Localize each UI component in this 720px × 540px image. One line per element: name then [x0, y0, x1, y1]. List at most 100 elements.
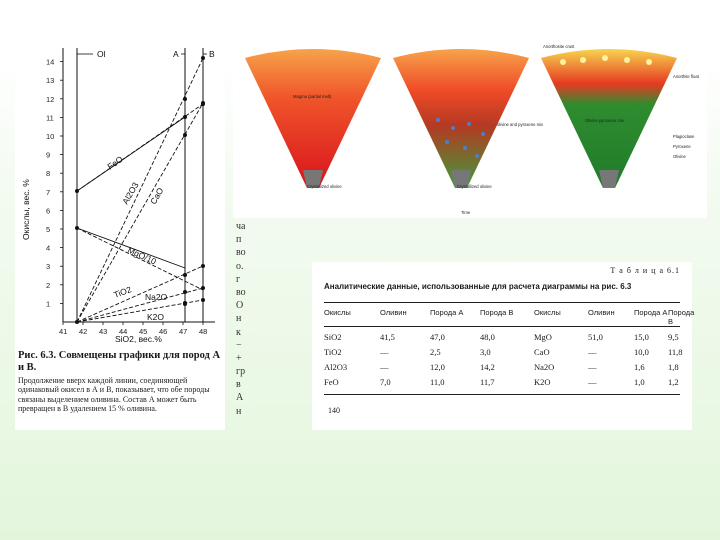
- table-top-rule: [324, 302, 680, 303]
- x-tick-label: 48: [199, 327, 207, 336]
- table-cell: 41,5: [380, 332, 395, 342]
- label-cao: CaO: [148, 186, 166, 206]
- table-cell: —: [380, 347, 389, 357]
- table-cell: 51,0: [588, 332, 603, 342]
- strip-char: н: [236, 313, 242, 325]
- cone-1: [245, 49, 381, 188]
- y-tick-label: 8: [46, 169, 50, 178]
- x-tick-label: 44: [119, 327, 127, 336]
- table-cell: 9,5: [668, 332, 679, 342]
- y-tick-label: 13: [46, 76, 54, 85]
- y-tick-label: 2: [46, 281, 50, 290]
- label-tio2: TiO2: [112, 284, 133, 300]
- legend-plag: Plagioclase: [673, 134, 695, 139]
- legend-pyrox: Pyroxene: [673, 144, 691, 149]
- table-cell: TiO2: [324, 347, 342, 357]
- time-label: Time: [461, 210, 471, 215]
- table-cell: Al2O3: [324, 362, 348, 372]
- table-header-cell: Оливин: [380, 308, 407, 317]
- table-cell: 11,7: [480, 377, 495, 387]
- table-cell: 1,2: [668, 377, 679, 387]
- table-cell: Na2O: [534, 362, 555, 372]
- table-cell: 14,2: [480, 362, 495, 372]
- y-tick-label: 3: [46, 262, 50, 271]
- strip-char: А: [236, 392, 244, 404]
- x-tick-label: 46: [159, 327, 167, 336]
- table-mid-rule: [324, 326, 680, 327]
- c1-base-label: Crystallized olivine: [307, 184, 342, 189]
- table-cell: —: [588, 377, 597, 387]
- c2-oliv-label: olivine and pyroxene mix: [497, 122, 544, 127]
- table-header-cell: Порода В: [480, 308, 514, 317]
- x-tick-label: 41: [59, 327, 67, 336]
- table-cell: 1,0: [634, 377, 645, 387]
- x-tick-label: 43: [99, 327, 107, 336]
- label-feo: FeO: [105, 154, 125, 172]
- x-tick-label: 42: [79, 327, 87, 336]
- y-tick-label: 11: [46, 113, 54, 122]
- table-bottom-rule: [324, 394, 680, 395]
- strip-char: −: [236, 339, 242, 351]
- table-cell: 10,0: [634, 347, 649, 357]
- table-cell: 1,8: [668, 362, 679, 372]
- table-cell: 1,6: [634, 362, 645, 372]
- magma-ocean-cones: Magma (partial melt) Crystallized olivin…: [233, 38, 707, 218]
- table-cell: 7,0: [380, 377, 391, 387]
- y-tick-label: 12: [46, 95, 54, 104]
- table-cell: 3,0: [480, 347, 491, 357]
- cone-2: [393, 49, 529, 188]
- table-cell: 15,0: [634, 332, 649, 342]
- x-tick-label: 47: [179, 327, 187, 336]
- table-header-cell: Окислы: [324, 308, 351, 317]
- strip-char: п: [236, 234, 242, 246]
- caption-body: Продолжение вверх каждой линии, соединяю…: [18, 376, 210, 414]
- c1-melt-label: Magma (partial melt): [293, 94, 332, 99]
- table-header-cell: Оливин: [588, 308, 615, 317]
- label-mgo: MgO/10: [126, 245, 158, 267]
- strip-char: ча: [236, 221, 246, 232]
- cone-3: [541, 49, 677, 188]
- strip-char: о.: [236, 260, 244, 272]
- marker-a: A: [173, 49, 179, 59]
- table-cell: SiO2: [324, 332, 342, 342]
- y-tick-label: 7: [46, 188, 50, 197]
- y-tick-label: 5: [46, 225, 50, 234]
- table-cell: MgO: [534, 332, 552, 342]
- cone-3-base: [599, 170, 619, 188]
- table-header-cell: Порода А: [634, 308, 668, 317]
- x-ticks: 41 42 43 44 45 46 47 48: [59, 322, 207, 336]
- data-points: [75, 56, 205, 324]
- y-tick-label: 1: [46, 299, 50, 308]
- table-cell: 11,0: [430, 377, 445, 387]
- y-tick-label: 14: [46, 58, 54, 67]
- table-header-cell: Порода В: [668, 308, 695, 326]
- y-tick-label: 4: [46, 244, 50, 253]
- figure-caption: Рис. 6.3. Совмещены графики для пород А …: [18, 350, 224, 414]
- page-number: 140: [328, 406, 340, 415]
- y-tick-label: 10: [46, 132, 54, 141]
- marker-b: B: [209, 49, 215, 59]
- strip-char: гр: [236, 366, 246, 378]
- legend-oliv: Olivine: [673, 154, 686, 159]
- cone-1-base: [303, 170, 323, 188]
- strip-char: во: [236, 286, 246, 298]
- table-cell: —: [588, 362, 597, 372]
- table-6-1: Т а б л и ц а 6.1 Аналитические данные, …: [312, 262, 695, 430]
- table-cell: —: [380, 362, 389, 372]
- table-cell: 2,5: [430, 347, 441, 357]
- c3-top-label: Anorthosite crust: [543, 44, 575, 49]
- strip-char: О: [236, 300, 244, 312]
- caption-title: Рис. 6.3. Совмещены графики для пород А …: [18, 350, 221, 373]
- cones-svg: Magma (partial melt) Crystallized olivin…: [245, 44, 700, 215]
- x-tick-label: 45: [139, 327, 147, 336]
- x-axis-label: SiO2, вес.%: [115, 334, 162, 344]
- table-header-cell: Окислы: [534, 308, 561, 317]
- table-title: Аналитические данные, использованные для…: [324, 282, 632, 291]
- marker-ol: Ol: [97, 49, 106, 59]
- solid-lines: [76, 116, 186, 269]
- table-cell: 11,8: [668, 347, 683, 357]
- strip-char: н: [236, 405, 242, 417]
